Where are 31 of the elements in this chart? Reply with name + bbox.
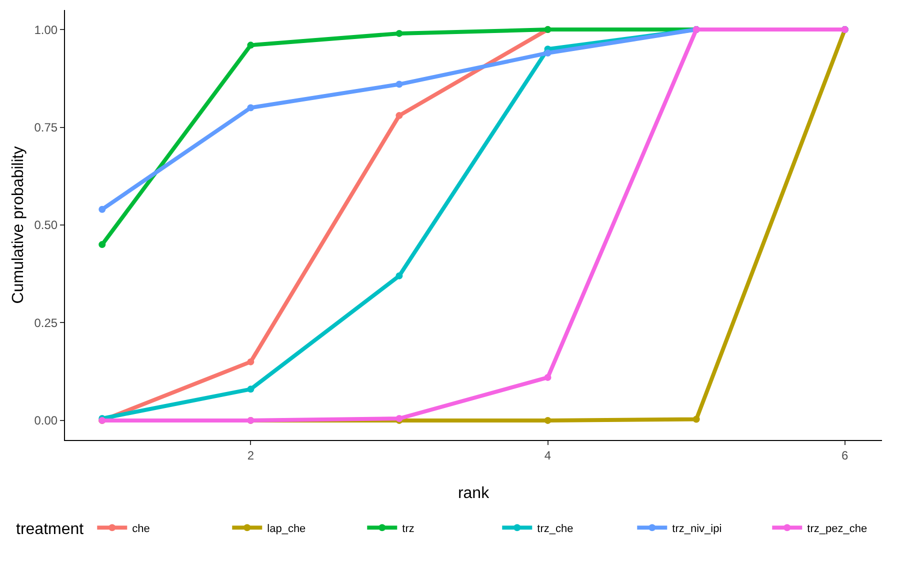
y-tick-label: 0.50 — [34, 218, 58, 232]
point — [396, 30, 403, 37]
point — [396, 112, 403, 120]
point — [98, 206, 106, 213]
point — [544, 416, 552, 424]
point — [396, 272, 403, 280]
y-tick-label: 0.25 — [34, 316, 58, 330]
y-tick-label: 0.75 — [34, 120, 58, 134]
point — [247, 358, 254, 366]
legend-label: trz — [402, 522, 414, 535]
x-tick-label: 2 — [247, 448, 254, 462]
x-tick-label: 4 — [544, 448, 552, 462]
point — [692, 416, 700, 423]
point — [247, 42, 254, 49]
legend-label: trz_pez_che — [807, 522, 868, 535]
legend-label: lap_che — [267, 522, 306, 535]
legend-title: treatment — [16, 520, 84, 538]
legend-label: trz_che — [537, 522, 574, 535]
point — [396, 80, 403, 88]
y-tick-label: 1.00 — [34, 22, 58, 37]
y-tick-label: 0.00 — [34, 414, 58, 428]
y-axis-title: Cumulative probability — [10, 146, 27, 304]
x-axis-title: rank — [458, 485, 490, 502]
legend-label: trz_niv_ipi — [672, 522, 722, 535]
point — [247, 104, 254, 112]
point — [544, 374, 552, 381]
point — [247, 386, 254, 393]
x-tick-label: 6 — [842, 448, 849, 462]
point — [98, 241, 106, 248]
legend-label: che — [132, 522, 150, 535]
point — [544, 50, 552, 56]
